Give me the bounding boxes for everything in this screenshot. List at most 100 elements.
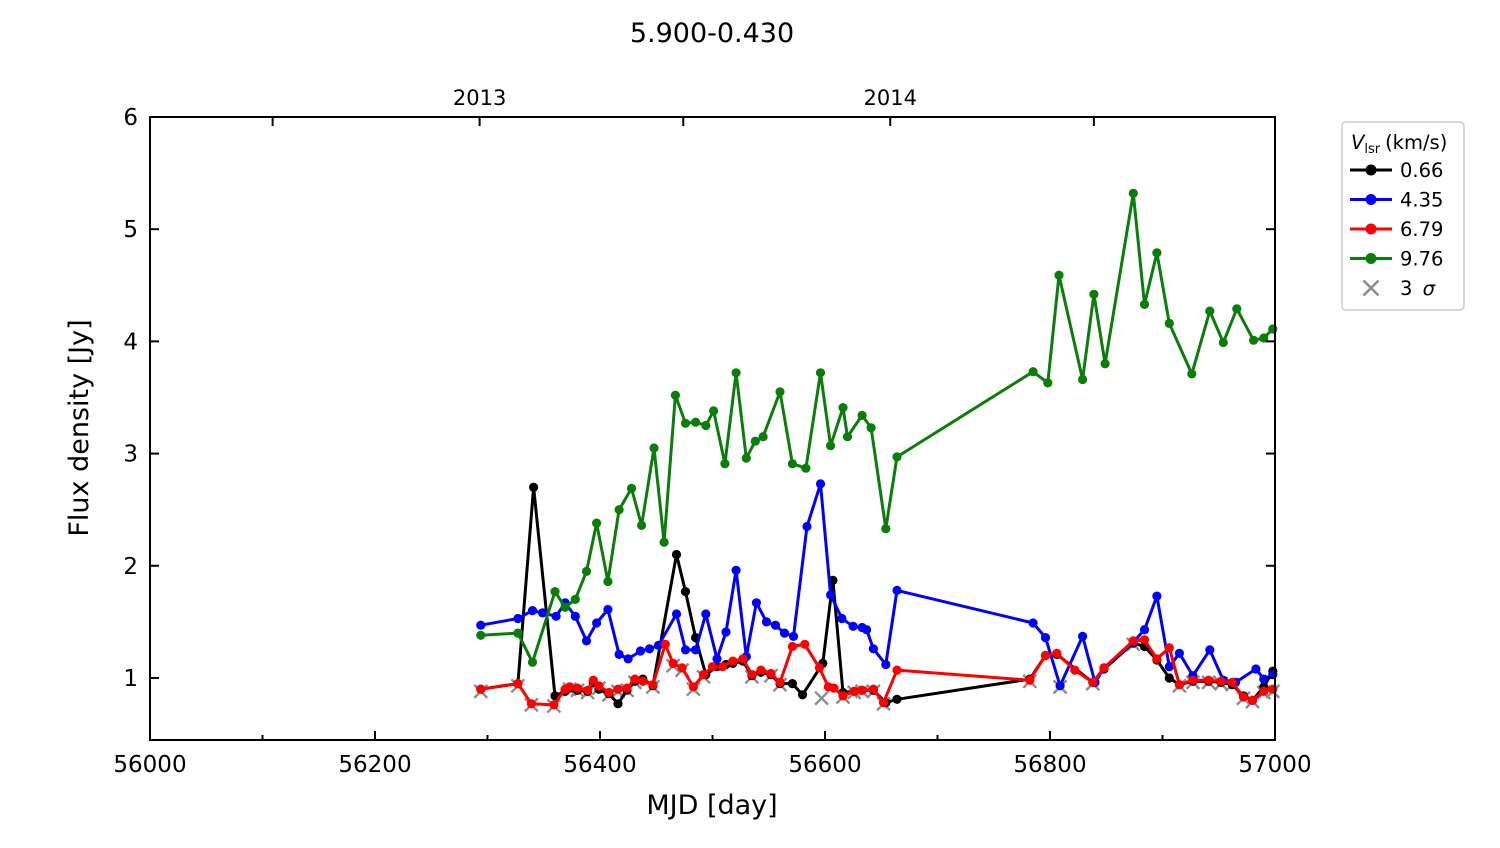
data-point [570,611,580,621]
data-point [1238,692,1249,702]
data-point [775,677,785,688]
data-point [1088,677,1098,688]
data-point [747,670,757,680]
data-point [581,636,592,646]
legend-entry-label: 0.66 [1400,159,1443,182]
data-point [1249,335,1259,345]
data-point [1099,663,1109,673]
data-point [1139,635,1150,645]
data-point [862,625,872,635]
data-point [1055,681,1065,691]
data-point [1174,648,1184,658]
data-point [671,609,682,619]
data-point [476,630,486,640]
y-tick-label: 1 [123,666,138,692]
data-point [649,443,659,453]
x-tick-label: 56800 [1013,752,1086,778]
data-point [660,639,670,649]
data-point [878,698,889,708]
data-point [1188,675,1198,685]
data-point [550,587,560,597]
data-point [671,549,682,560]
legend-title: Vlsr (km/s) [1351,131,1447,157]
data-point [592,618,602,628]
data-point [1152,591,1162,601]
sigma-x-marker [814,690,829,706]
data-point [1205,645,1215,655]
legend-entry-6.79: 6.79 [1350,218,1443,241]
data-point [750,436,760,446]
data-point [630,674,640,684]
data-point [738,654,748,664]
data-point [779,628,790,638]
data-point [1216,676,1226,686]
data-point [857,685,867,695]
plot-series [473,188,1281,714]
data-point [770,620,781,630]
data-point [788,631,799,642]
data-point [1259,686,1269,697]
data-point [1227,677,1237,688]
data-point [526,699,537,709]
data-point [848,621,858,631]
data-point [1218,337,1228,348]
data-point [560,602,570,612]
data-point [1128,188,1138,198]
legend-entry-9.76: 9.76 [1350,248,1443,271]
legend-entry-sigma: 3 σ [1362,277,1436,300]
legend-entries: 0.66 4.35 6.79 9.76 3 σ [1350,159,1443,300]
data-point [709,406,719,416]
data-point [1268,324,1278,334]
data-point [756,665,766,675]
data-point [826,441,836,451]
data-point [1232,304,1242,314]
data-point [527,657,538,667]
data-point [476,620,486,630]
page-title: 5.900-0.430 [630,18,794,49]
y-tick-label: 4 [123,329,138,355]
y-tick-label: 2 [123,554,138,580]
data-point [775,387,785,397]
legend-sigma-x-marker [1362,279,1380,297]
data-point [731,565,741,575]
data-point [680,418,691,428]
data-point [787,679,798,689]
x-tick-label: 56600 [788,752,861,778]
data-point [815,479,826,489]
data-point [1187,369,1197,379]
data-point [758,432,768,442]
data-point [623,654,633,664]
legend: Vlsr (km/s) 0.66 4.35 6.79 9.76 3 σ [1341,121,1465,311]
data-point [1268,684,1278,694]
data-point [549,700,559,710]
data-point [1247,695,1258,706]
legend-entry-label: 4.35 [1400,189,1443,212]
data-point [701,420,711,431]
data-point [581,566,592,577]
data-point [892,694,902,704]
y-axis-label: Flux density [Jy] [64,319,95,536]
series-9.76 [476,188,1278,667]
data-point [513,628,523,638]
data-point [1152,654,1162,664]
data-point [513,613,523,624]
data-point [1028,618,1038,628]
legend-entry-0.66: 0.66 [1350,159,1443,182]
data-point [529,482,539,492]
data-point [707,662,718,672]
data-point [592,518,602,528]
data-point [1100,359,1110,369]
x-tick-label: 57000 [1238,752,1311,778]
data-point [603,576,613,587]
data-point [527,606,538,616]
data-point [614,505,624,515]
data-point [1251,664,1261,674]
data-point [731,368,741,378]
data-point [751,598,762,608]
data-point [1078,631,1088,642]
data-point [565,682,575,692]
data-point [680,645,691,655]
data-point [815,368,826,378]
legend-entry-4.35: 4.35 [1350,189,1443,212]
data-point [829,683,839,693]
